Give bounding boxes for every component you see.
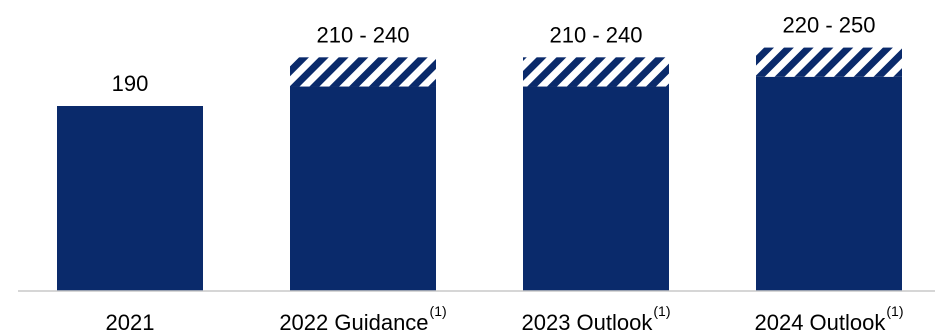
footnote-mark: (1) (653, 303, 670, 319)
range-segment-3 (523, 57, 669, 87)
data-label-1: 190 (112, 71, 149, 96)
category-text: 2022 Guidance (279, 310, 428, 335)
bar-2 (290, 86, 436, 292)
category-label-3: 2023 Outlook(1) (522, 303, 671, 335)
category-label-4: 2024 Outlook(1) (755, 303, 904, 335)
range-segment-2 (290, 57, 436, 87)
category-text: 2024 Outlook (755, 310, 887, 335)
data-label-3: 210 - 240 (550, 22, 643, 47)
category-text: 2023 Outlook (522, 310, 654, 335)
bar-1 (57, 106, 203, 291)
category-text: 2021 (106, 310, 155, 335)
data-label-4: 220 - 250 (783, 13, 876, 38)
bars-layer (57, 47, 902, 292)
bar-4 (756, 76, 902, 291)
range-segment-4 (756, 47, 902, 77)
footnote-mark: (1) (430, 303, 447, 319)
category-label-1: 2021 (106, 310, 155, 335)
footnote-mark: (1) (886, 303, 903, 319)
category-label-2: 2022 Guidance(1) (279, 303, 446, 335)
data-label-2: 210 - 240 (317, 22, 410, 47)
bar-3 (523, 86, 669, 292)
